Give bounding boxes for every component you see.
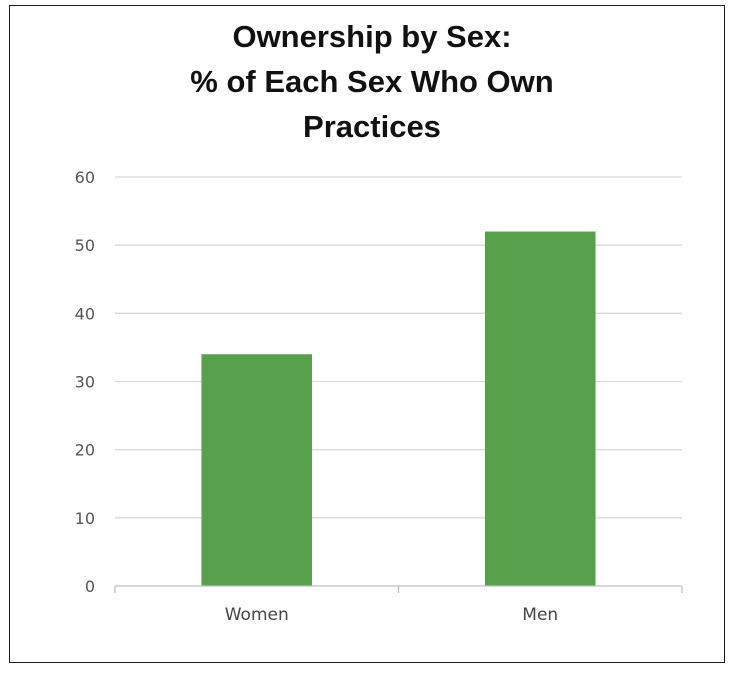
y-tick-label: 60 — [75, 168, 95, 187]
chart-frame — [9, 5, 725, 663]
x-category-label: Men — [522, 605, 558, 625]
chart-title-line-2: % of Each Sex Who Own — [190, 64, 553, 99]
y-tick-label: 0 — [85, 577, 95, 596]
y-tick-label: 40 — [75, 304, 95, 323]
axis-labels: 0 10 20 30 40 50 60 Women Men — [75, 168, 559, 625]
chart-title-line-1: Ownership by Sex: — [232, 19, 511, 54]
x-category-label: Women — [225, 605, 289, 625]
bar-women — [201, 354, 313, 586]
gridlines — [115, 176, 682, 519]
chart-title-line-3: Practices — [303, 109, 441, 144]
y-tick-label: 50 — [75, 236, 95, 255]
x-axis — [114, 585, 683, 593]
y-tick-label: 20 — [75, 441, 95, 460]
bar-men — [484, 231, 596, 587]
bars — [201, 231, 596, 587]
y-tick-label: 30 — [75, 373, 95, 392]
y-tick-label: 10 — [75, 509, 95, 528]
